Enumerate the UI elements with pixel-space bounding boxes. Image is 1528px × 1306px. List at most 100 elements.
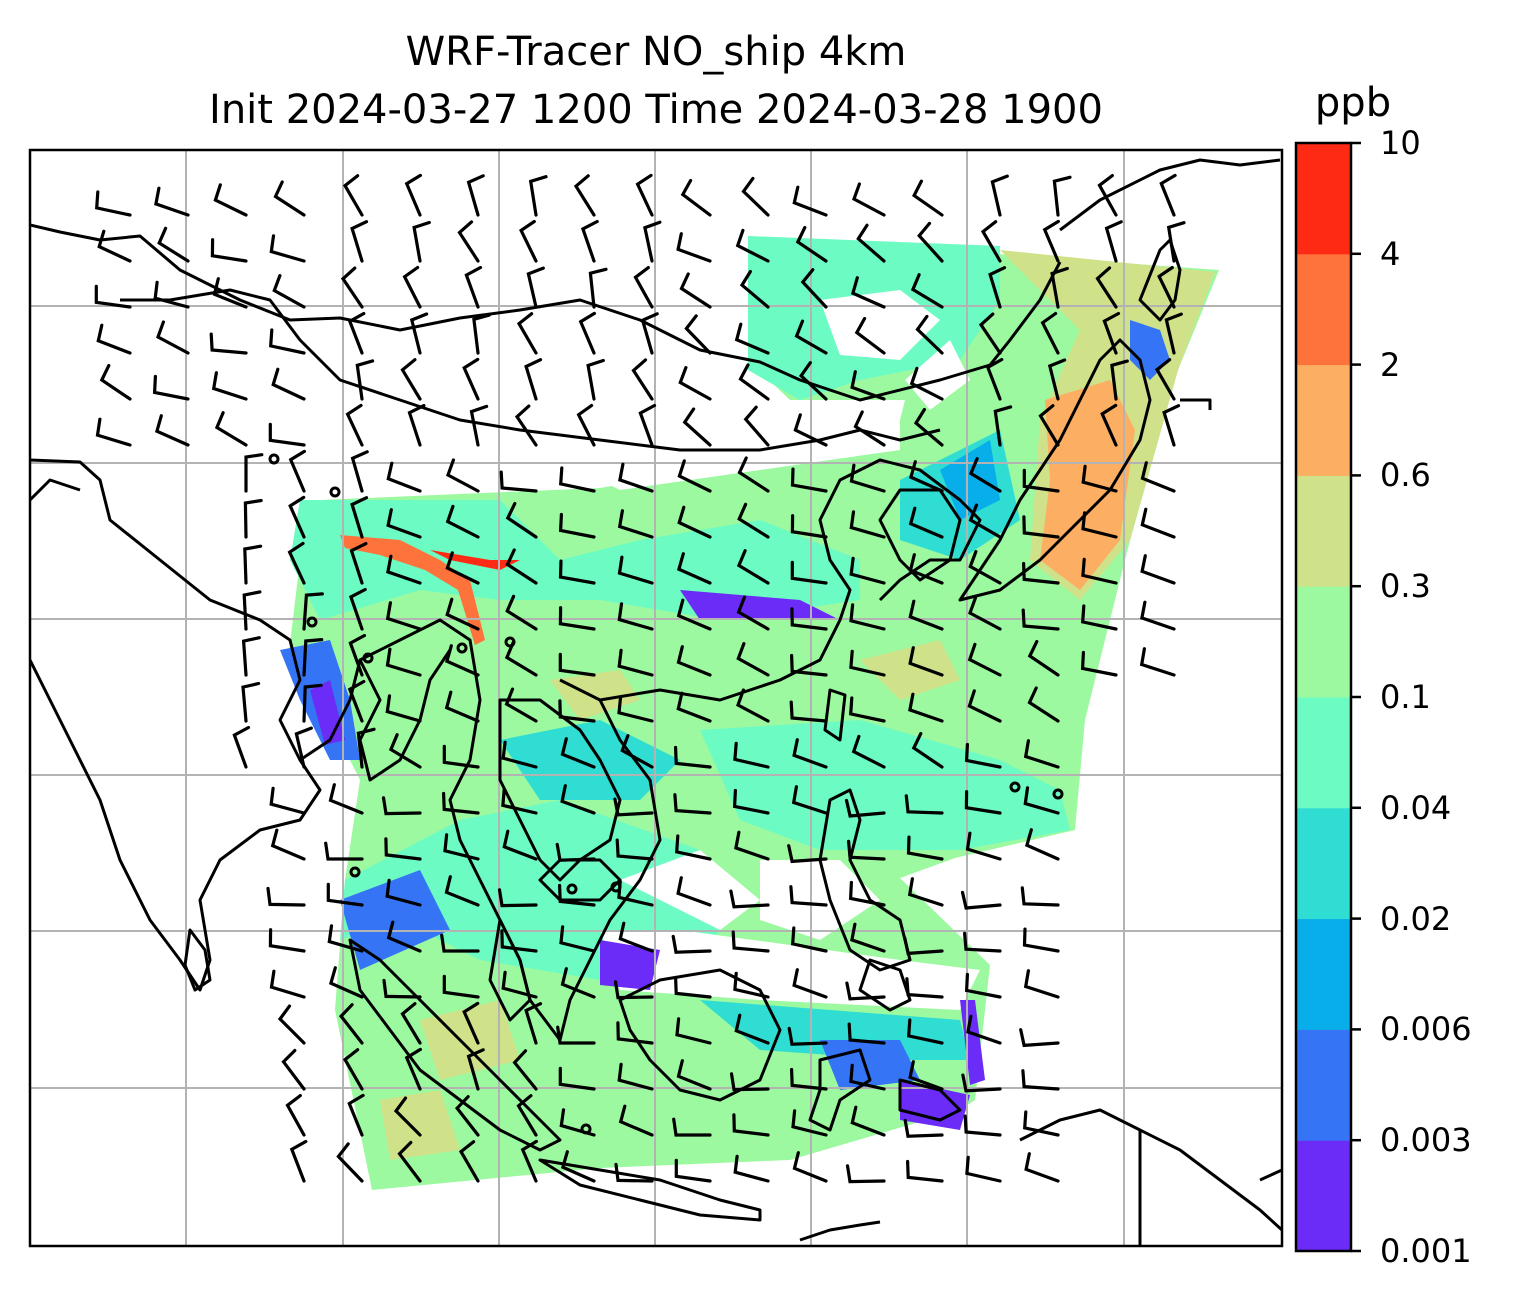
colorbar-unit: ppb: [1314, 80, 1392, 126]
colorbar-tick-label: 0.001: [1380, 1232, 1472, 1270]
wind-barb: [294, 726, 313, 769]
wind-barb: [849, 463, 886, 493]
wind-barb: [908, 599, 944, 631]
wind-barb: [684, 314, 712, 355]
wind-barb: [269, 234, 306, 263]
colorbar-tick-label: 10: [1380, 124, 1421, 162]
wind-barb: [326, 882, 364, 907]
wind-barb: [558, 559, 596, 585]
wind-barb: [94, 284, 132, 309]
wind-barb: [277, 1004, 306, 1045]
wind-barb: [909, 366, 944, 401]
wind-barb: [682, 407, 712, 447]
wind-barb: [524, 1002, 543, 1045]
map-title-line2: Init 2024-03-27 1200 Time 2024-03-28 190…: [209, 87, 1103, 133]
wind-barb: [348, 633, 367, 677]
wind-barb: [469, 404, 489, 447]
wind-barb: [154, 414, 190, 447]
colorbar-tick-label: 0.003: [1380, 1121, 1472, 1160]
wind-barb: [458, 1140, 480, 1183]
wind-barb: [516, 312, 538, 355]
wind-barb: [385, 878, 422, 907]
wind-barb: [232, 725, 251, 769]
wind-barb: [302, 683, 323, 723]
wind-barb: [792, 738, 828, 769]
wind-barb: [524, 358, 543, 401]
wind-barb: [1024, 828, 1060, 861]
wind-barb: [680, 178, 712, 217]
wind-barb: [243, 544, 263, 585]
wind-barb: [908, 553, 944, 585]
wind-barb: [910, 273, 944, 309]
wind-barb: [96, 323, 132, 355]
wind-barb: [850, 922, 886, 953]
colorbar-segment: [1296, 586, 1351, 698]
wind-barb: [268, 928, 306, 953]
wind-barb: [213, 183, 248, 217]
wind-barb: [676, 876, 712, 907]
wind-barb: [269, 786, 306, 815]
wind-barb: [729, 1072, 770, 1092]
wind-barb: [617, 648, 654, 677]
wind-barb: [342, 174, 364, 217]
wind-barb: [613, 797, 654, 817]
colorbar-tick-label: 4: [1380, 234, 1401, 273]
wind-barb: [967, 689, 1002, 723]
wind-barb: [1022, 561, 1060, 585]
wind-barb: [792, 1151, 828, 1183]
wind-barb: [1102, 311, 1121, 355]
wind-barb: [793, 413, 828, 447]
wind-barb: [906, 835, 944, 861]
wind-barb: [739, 269, 770, 309]
wind-barb: [462, 1001, 480, 1045]
wind-barb: [385, 601, 422, 631]
wind-barb: [558, 1066, 596, 1091]
wind-barb: [907, 877, 944, 907]
colorbar-segment: [1296, 1029, 1351, 1141]
colorbar-tick-label: 0.04: [1380, 788, 1452, 827]
wind-barb: [620, 734, 654, 769]
wind-barb: [556, 1025, 596, 1045]
wind-barb: [385, 647, 422, 677]
wind-barb: [849, 603, 886, 631]
wind-barb: [990, 174, 1009, 217]
wind-barb: [1100, 403, 1118, 447]
wind-barb: [99, 364, 132, 401]
wind-barb: [1027, 686, 1060, 723]
wind-barb: [911, 732, 944, 769]
wind-barb: [578, 311, 596, 355]
wind-barb: [302, 592, 324, 631]
wind-barb: [849, 696, 886, 723]
wind-barb: [404, 173, 422, 217]
wind-barb: [613, 980, 654, 1000]
wind-barb: [288, 495, 306, 539]
wind-barb: [153, 280, 190, 309]
wind-barb: [850, 370, 886, 401]
wind-barb: [988, 266, 1007, 309]
wind-barb: [558, 606, 596, 631]
wind-barb: [156, 320, 190, 355]
wind-barb: [1022, 927, 1060, 953]
colorbar: [1296, 141, 1361, 1253]
wind-barb: [917, 221, 944, 263]
wind-barb: [1081, 464, 1118, 493]
wind-barb: [328, 783, 364, 815]
wind-barb: [526, 266, 545, 309]
wind-barb: [674, 1158, 712, 1183]
wind-barb: [961, 1073, 1002, 1093]
colorbar-segment: [1296, 697, 1351, 809]
wind-barb: [576, 403, 596, 447]
wind-barb: [964, 742, 1002, 769]
wind-barb: [791, 926, 828, 953]
wind-barb: [905, 977, 944, 999]
wind-barb: [350, 220, 369, 263]
wind-barb: [849, 556, 886, 585]
wind-barb: [963, 1114, 1002, 1137]
wind-barb: [271, 367, 306, 401]
wind-barb: [672, 1117, 712, 1137]
colorbar-segment: [1296, 918, 1351, 1030]
wind-barb: [674, 745, 712, 769]
wind-barb: [445, 597, 480, 631]
wind-barb: [1162, 404, 1181, 447]
wind-barb: [1038, 404, 1060, 447]
